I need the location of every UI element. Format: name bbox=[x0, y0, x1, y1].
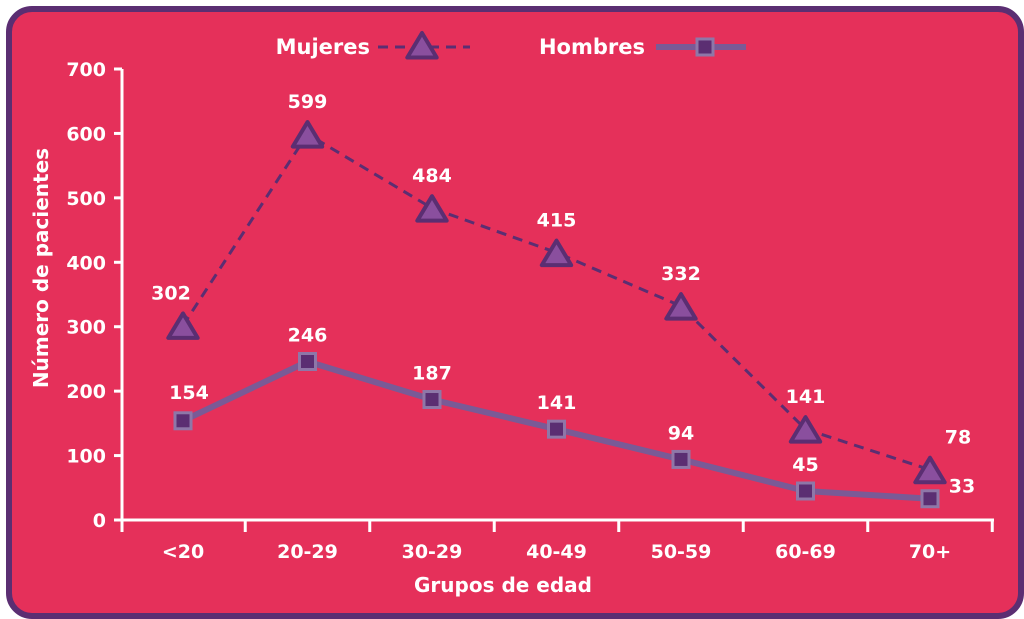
data-point-mujeres bbox=[664, 292, 698, 321]
data-label-hombres: 246 bbox=[288, 325, 328, 347]
y-tick-label: 500 bbox=[66, 188, 106, 210]
data-label-hombres: 154 bbox=[169, 382, 209, 404]
legend-marker-hombres bbox=[695, 37, 715, 57]
data-point-mujeres bbox=[788, 415, 823, 444]
x-axis-title: Grupos de edad bbox=[414, 573, 592, 597]
legend-label-mujeres: Mujeres bbox=[276, 35, 370, 59]
plot-area: 302 599 484 415 332 141 78 154 246 187 141 94 45 33 bbox=[151, 91, 975, 509]
y-tick-label: 200 bbox=[66, 381, 106, 403]
data-label-mujeres: 302 bbox=[151, 282, 191, 304]
data-label-hombres: 141 bbox=[537, 392, 577, 414]
x-tick-label: 30-29 bbox=[402, 541, 463, 563]
data-point-hombres bbox=[422, 390, 442, 410]
axes: 0 100 200 300 400 500 600 700 <20 20-29 30-29 40-49… bbox=[66, 59, 994, 563]
data-point-hombres bbox=[796, 481, 815, 501]
x-tick-label: 50-59 bbox=[651, 541, 712, 563]
data-label-mujeres: 415 bbox=[537, 210, 577, 232]
x-tick-label: 40-49 bbox=[526, 541, 587, 563]
data-label-mujeres: 332 bbox=[661, 263, 701, 285]
y-tick-label: 0 bbox=[93, 510, 106, 532]
y-axis-title: Número de pacientes bbox=[29, 148, 53, 388]
y-tick-label: 700 bbox=[66, 59, 106, 81]
data-label-hombres: 187 bbox=[412, 363, 452, 385]
legend-marker-mujeres bbox=[405, 31, 439, 60]
data-label-mujeres: 78 bbox=[945, 427, 971, 449]
data-label-hombres: 33 bbox=[949, 476, 975, 498]
x-tick-label: 60-69 bbox=[775, 541, 836, 563]
data-point-hombres bbox=[920, 489, 940, 509]
data-point-hombres bbox=[298, 352, 317, 372]
legend: Mujeres Hombres bbox=[276, 31, 746, 60]
data-label-mujeres: 141 bbox=[786, 386, 826, 408]
legend-label-hombres: Hombres bbox=[539, 35, 645, 59]
data-point-hombres bbox=[547, 419, 566, 439]
series-line-mujeres bbox=[181, 132, 931, 472]
x-tick-label: <20 bbox=[162, 541, 204, 563]
y-tick-label: 400 bbox=[66, 252, 106, 274]
y-tick-label: 100 bbox=[66, 446, 106, 468]
x-tick-label: 20-29 bbox=[277, 541, 338, 563]
data-point-mujeres bbox=[166, 311, 200, 340]
data-point-mujeres bbox=[913, 455, 947, 485]
data-label-mujeres: 599 bbox=[288, 91, 328, 113]
data-point-mujeres bbox=[415, 194, 449, 223]
chart-frame bbox=[6, 6, 1024, 619]
data-point-hombres bbox=[671, 449, 691, 469]
data-point-mujeres bbox=[539, 238, 574, 268]
y-tick-label: 300 bbox=[66, 317, 106, 339]
data-label-mujeres: 484 bbox=[412, 165, 452, 187]
data-point-hombres bbox=[173, 411, 193, 431]
data-label-hombres: 45 bbox=[792, 454, 818, 476]
data-label-hombres: 94 bbox=[668, 422, 694, 444]
y-tick-label: 600 bbox=[66, 123, 106, 145]
x-tick-label: 70+ bbox=[909, 541, 951, 563]
data-point-mujeres bbox=[290, 120, 325, 149]
